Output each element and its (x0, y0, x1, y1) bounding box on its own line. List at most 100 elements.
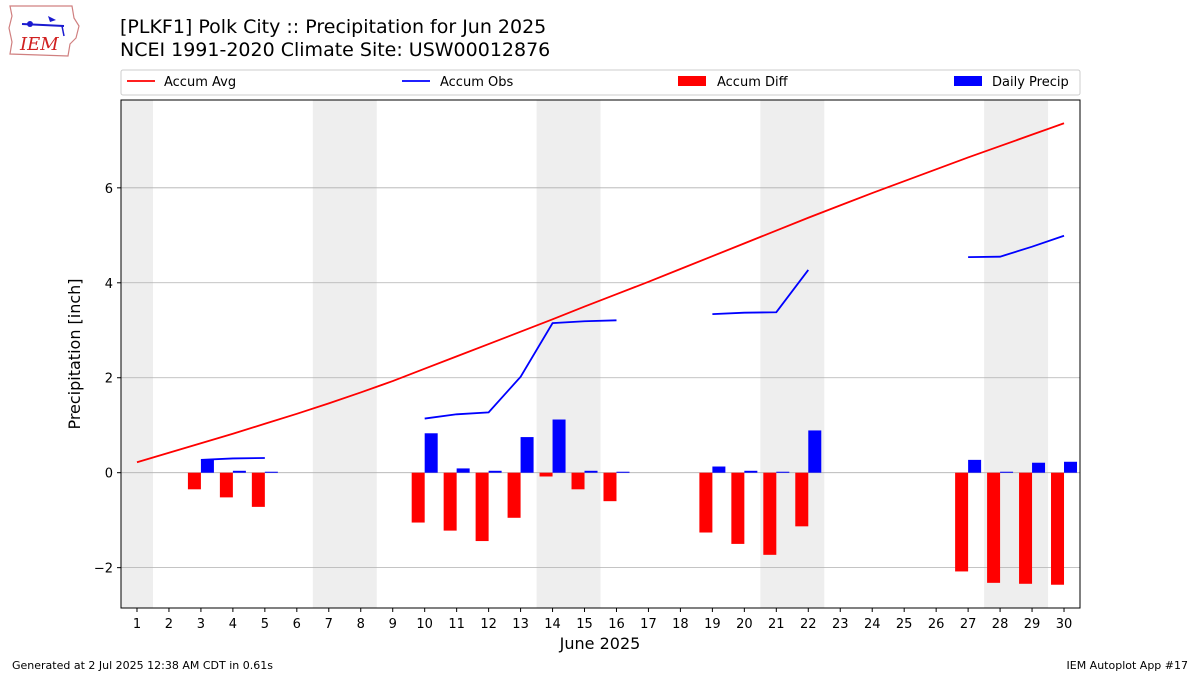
daily-precip-bar (1064, 461, 1078, 473)
title-line-1: [PLKF1] Polk City :: Precipitation for J… (120, 16, 547, 38)
accum-obs-line (200, 457, 265, 461)
accum-diff-bar (795, 472, 809, 527)
accum-diff-bar (699, 472, 713, 533)
generated-timestamp: Generated at 2 Jul 2025 12:38 AM CDT in … (12, 659, 273, 672)
accum-diff-bar (219, 472, 233, 498)
app-label: IEM Autoplot App #17 (1066, 659, 1189, 672)
x-tick-label: 14 (544, 617, 561, 632)
accum-diff-bar (443, 472, 457, 531)
legend-label-accum-avg: Accum Avg (164, 75, 236, 90)
accum-diff-bar (251, 472, 265, 507)
daily-precip-bars (200, 419, 1078, 473)
x-tick-label: 1 (133, 617, 141, 632)
legend-label-daily-precip: Daily Precip (992, 75, 1069, 90)
x-tick-label: 10 (416, 617, 433, 632)
x-tick-label: 4 (229, 617, 237, 632)
accum-diff-bar (603, 472, 617, 502)
plot-frame (120, 99, 1081, 609)
legend-label-accum-diff: Accum Diff (717, 75, 789, 90)
legend-swatch-accum-diff (678, 76, 706, 86)
x-tick-label: 24 (864, 617, 881, 632)
x-tick-label: 18 (672, 617, 689, 632)
accum-diff-bar (763, 472, 777, 555)
accum-avg-line (136, 122, 1065, 464)
chart-title: [PLKF1] Polk City :: Precipitation for J… (120, 16, 550, 62)
x-tick-label: 28 (992, 617, 1009, 632)
x-tick-label: 25 (896, 617, 913, 632)
x-tick-label: 7 (325, 617, 333, 632)
daily-precip-bar (232, 470, 246, 473)
x-tick-label: 8 (357, 617, 365, 632)
x-tick-label: 2 (165, 617, 173, 632)
accum-obs-line (712, 269, 810, 316)
x-tick-label: 17 (640, 617, 657, 632)
legend-swatch-daily-precip (954, 76, 982, 86)
accum-diff-bar (731, 472, 745, 544)
accum-diff-bar (1019, 472, 1033, 584)
x-tick-label: 19 (704, 617, 721, 632)
x-tick-label: 15 (576, 617, 593, 632)
logo-text: IEM (19, 34, 59, 55)
y-tick-label: 0 (105, 467, 113, 482)
weekend-band-2 (536, 100, 601, 608)
daily-precip-bar (1000, 471, 1014, 473)
y-tick-label: 6 (105, 182, 113, 197)
x-tick-label: 6 (293, 617, 301, 632)
daily-precip-bar (712, 466, 726, 473)
x-tick-label: 9 (389, 617, 397, 632)
x-tick-label: 22 (800, 617, 817, 632)
accum-diff-bar (955, 472, 969, 572)
x-tick-label: 16 (608, 617, 625, 632)
accum-diff-bar (187, 472, 201, 490)
accum-diff-bar (411, 472, 425, 523)
accum-diff-bars (187, 472, 1065, 585)
y-axis-label: Precipitation [inch] (65, 278, 84, 429)
accum-diff-bar (507, 472, 521, 518)
x-axis-label: June 2025 (559, 634, 641, 653)
legend-label-accum-obs: Accum Obs (440, 75, 513, 90)
weekend-bands (121, 100, 1049, 608)
accum-diff-bar (1051, 472, 1065, 585)
daily-precip-bar (552, 419, 566, 473)
daily-precip-bar (584, 470, 598, 473)
grid-lines (121, 187, 1080, 569)
x-tick-label: 5 (261, 617, 269, 632)
x-tick-label: 27 (960, 617, 977, 632)
x-tick-label: 3 (197, 617, 205, 632)
daily-precip-bar (200, 459, 214, 473)
x-axis: 1 2 3 4 5 6 7 8 9 10 11 12 13 14 15 16 17 18 19 20 21 22 23 24 2… (133, 608, 1072, 632)
y-tick-label: 2 (105, 372, 113, 387)
x-tick-label: 26 (928, 617, 945, 632)
x-tick-label: 29 (1024, 617, 1041, 632)
accum-diff-bar (539, 472, 553, 477)
x-tick-label: 23 (832, 617, 849, 632)
accum-diff-bar (571, 472, 585, 490)
weekend-band-1 (312, 100, 377, 608)
x-tick-label: 20 (736, 617, 753, 632)
accum-obs-line (968, 234, 1065, 259)
daily-precip-bar (776, 471, 790, 473)
legend: Accum Avg Accum Obs Accum Diff Daily Pre… (120, 69, 1081, 96)
daily-precip-bar (264, 471, 278, 473)
weekend-band-0 (121, 100, 153, 608)
daily-precip-bar (968, 459, 982, 473)
accum-obs-line (424, 319, 617, 420)
title-line-2: NCEI 1991-2020 Climate Site: USW00012876 (120, 39, 551, 61)
x-tick-label: 12 (480, 617, 497, 632)
y-tick-label: 4 (105, 277, 113, 292)
accum-avg-line (136, 122, 1065, 464)
y-tick-label: −2 (94, 562, 113, 577)
accum-diff-bar (475, 472, 489, 542)
accum-diff-bar (987, 472, 1001, 583)
daily-precip-bar (424, 433, 438, 473)
daily-precip-bar (488, 470, 502, 473)
daily-precip-bar (616, 471, 630, 473)
daily-precip-bar (744, 470, 758, 473)
x-tick-label: 11 (448, 617, 465, 632)
daily-precip-bar (808, 430, 822, 473)
x-tick-label: 30 (1056, 617, 1073, 632)
iem-logo: IEM (8, 5, 80, 57)
daily-precip-bar (520, 437, 534, 473)
daily-precip-bar (1032, 462, 1046, 473)
